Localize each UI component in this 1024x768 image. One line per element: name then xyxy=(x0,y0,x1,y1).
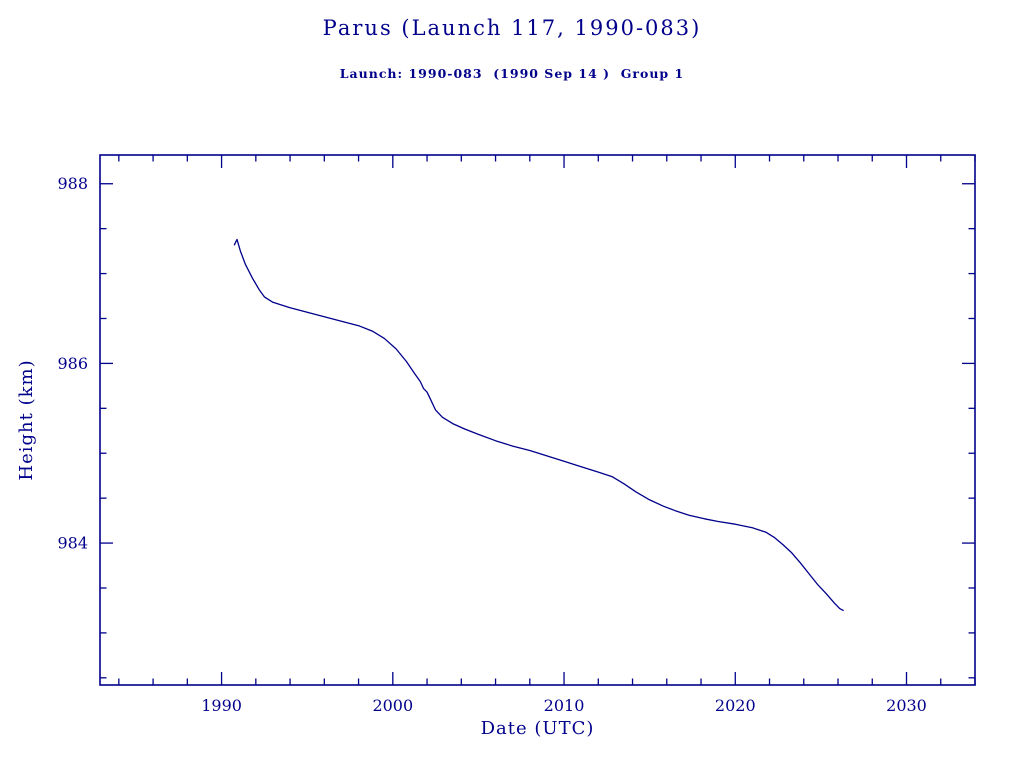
y-tick-label: 986 xyxy=(57,354,88,373)
chart-subtitle: Launch: 1990-083 (1990 Sep 14 ) Group 1 xyxy=(339,66,685,81)
y-tick-label: 984 xyxy=(57,534,88,553)
y-tick-label: 988 xyxy=(57,174,88,193)
x-tick-label: 2020 xyxy=(715,696,756,715)
x-tick-label: 2010 xyxy=(544,696,585,715)
x-tick-label: 2000 xyxy=(372,696,413,715)
x-tick-label: 2030 xyxy=(886,696,927,715)
data-series-line xyxy=(233,238,844,612)
axis-box xyxy=(99,154,976,686)
x-tick-label: 1990 xyxy=(201,696,242,715)
y-axis-label-text: Height (km) xyxy=(16,359,37,481)
x-axis-label: Date (UTC) xyxy=(480,718,595,739)
chart-title: Parus (Launch 117, 1990-083) xyxy=(322,16,702,40)
